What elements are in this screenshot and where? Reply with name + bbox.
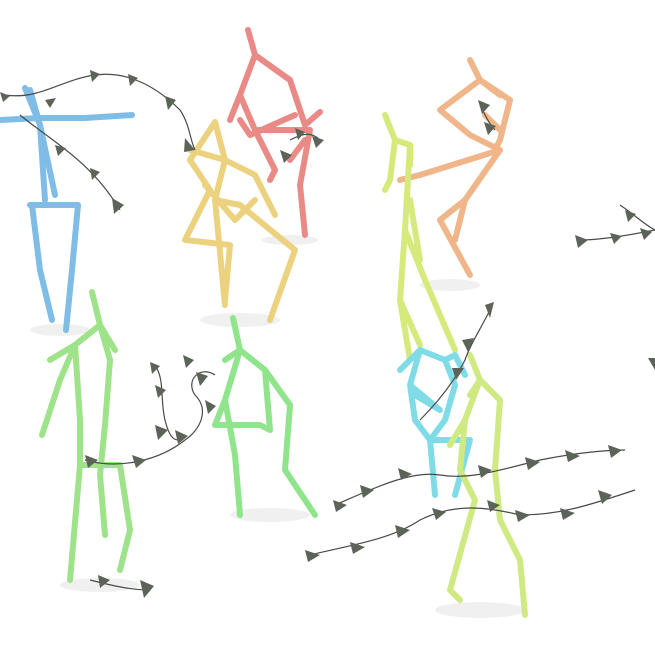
lime-stick-figure-front <box>447 352 528 618</box>
arrow-marker <box>462 338 474 352</box>
arrow-marker <box>515 510 530 522</box>
arrow-marker <box>0 92 10 102</box>
arrow-marker <box>312 136 324 148</box>
trajectory-arrows <box>0 70 655 598</box>
trajectory-right-top2 <box>619 204 655 231</box>
arrow-marker <box>85 455 98 468</box>
yellow-figure-bones <box>182 119 298 323</box>
yellow-stick-figure <box>182 119 298 323</box>
arrow-marker <box>398 468 412 480</box>
green-stick-figure-middle <box>212 315 318 518</box>
arrow-marker <box>360 485 374 498</box>
arrow-marker <box>608 445 622 458</box>
arrow-marker <box>184 138 195 152</box>
arrow-marker <box>280 150 292 163</box>
arrow-marker <box>452 368 464 380</box>
lime-figure-bones <box>382 112 458 363</box>
arrow-marker <box>55 145 66 156</box>
arrow-marker <box>98 575 110 588</box>
arrow-marker <box>155 425 168 440</box>
arrow-marker <box>484 122 496 135</box>
arrow-marker <box>565 450 580 462</box>
arrow-marker <box>625 210 636 222</box>
trajectory-cyan <box>419 309 491 421</box>
arrow-marker <box>485 302 494 318</box>
arrow-marker <box>478 465 492 478</box>
cyan-stick-figure <box>397 347 473 498</box>
arrow-marker <box>295 128 305 140</box>
arrow-marker <box>395 525 410 538</box>
orange-stick-figure <box>397 57 513 278</box>
arrow-marker <box>45 98 56 108</box>
green-stick-figure-left <box>39 289 133 583</box>
green-left-figure-bones <box>39 289 133 583</box>
cyan-figure-bones <box>397 347 473 498</box>
arrow-marker <box>640 228 652 240</box>
trajectory-green-left <box>84 371 216 465</box>
arrow-marker <box>432 508 446 520</box>
arrow-marker <box>648 358 655 370</box>
orange-figure-bones <box>397 57 513 278</box>
arrow-marker <box>132 455 146 468</box>
green-middle-figure-bones <box>212 315 318 518</box>
arrow-marker <box>165 96 176 110</box>
blue-stick-figure <box>0 85 135 333</box>
arrow-marker <box>350 542 365 554</box>
trajectory-green-middle <box>154 364 181 441</box>
arrow-marker <box>575 235 588 248</box>
arrow-marker <box>205 400 216 414</box>
lime-front-figure-bones <box>447 352 528 618</box>
arrow-marker <box>90 168 100 180</box>
trajectory-bottom-long <box>309 489 636 556</box>
arrow-marker <box>90 70 100 82</box>
arrow-marker <box>560 508 575 520</box>
arrow-marker <box>196 372 208 386</box>
arrow-marker <box>305 550 320 562</box>
arrow-marker <box>525 457 540 470</box>
arrow-marker <box>140 580 154 598</box>
red-stick-figure <box>227 27 323 238</box>
blue-figure-bones <box>0 85 135 333</box>
arrow-marker <box>487 500 500 512</box>
arrow-marker <box>155 385 166 398</box>
arrow-marker <box>333 500 347 512</box>
arrow-marker <box>128 74 138 86</box>
arrow-marker <box>478 100 490 114</box>
trajectory-center-long <box>334 449 626 506</box>
arrow-marker <box>112 198 124 214</box>
arrow-marker <box>610 233 622 244</box>
arrow-marker <box>598 490 612 504</box>
trajectory-blue-lower <box>19 114 121 211</box>
arrow-marker <box>183 355 194 368</box>
arrow-marker <box>175 430 188 444</box>
red-figure-bones <box>227 27 323 238</box>
lime-stick-figure <box>382 112 458 363</box>
arrow-marker <box>150 362 160 374</box>
